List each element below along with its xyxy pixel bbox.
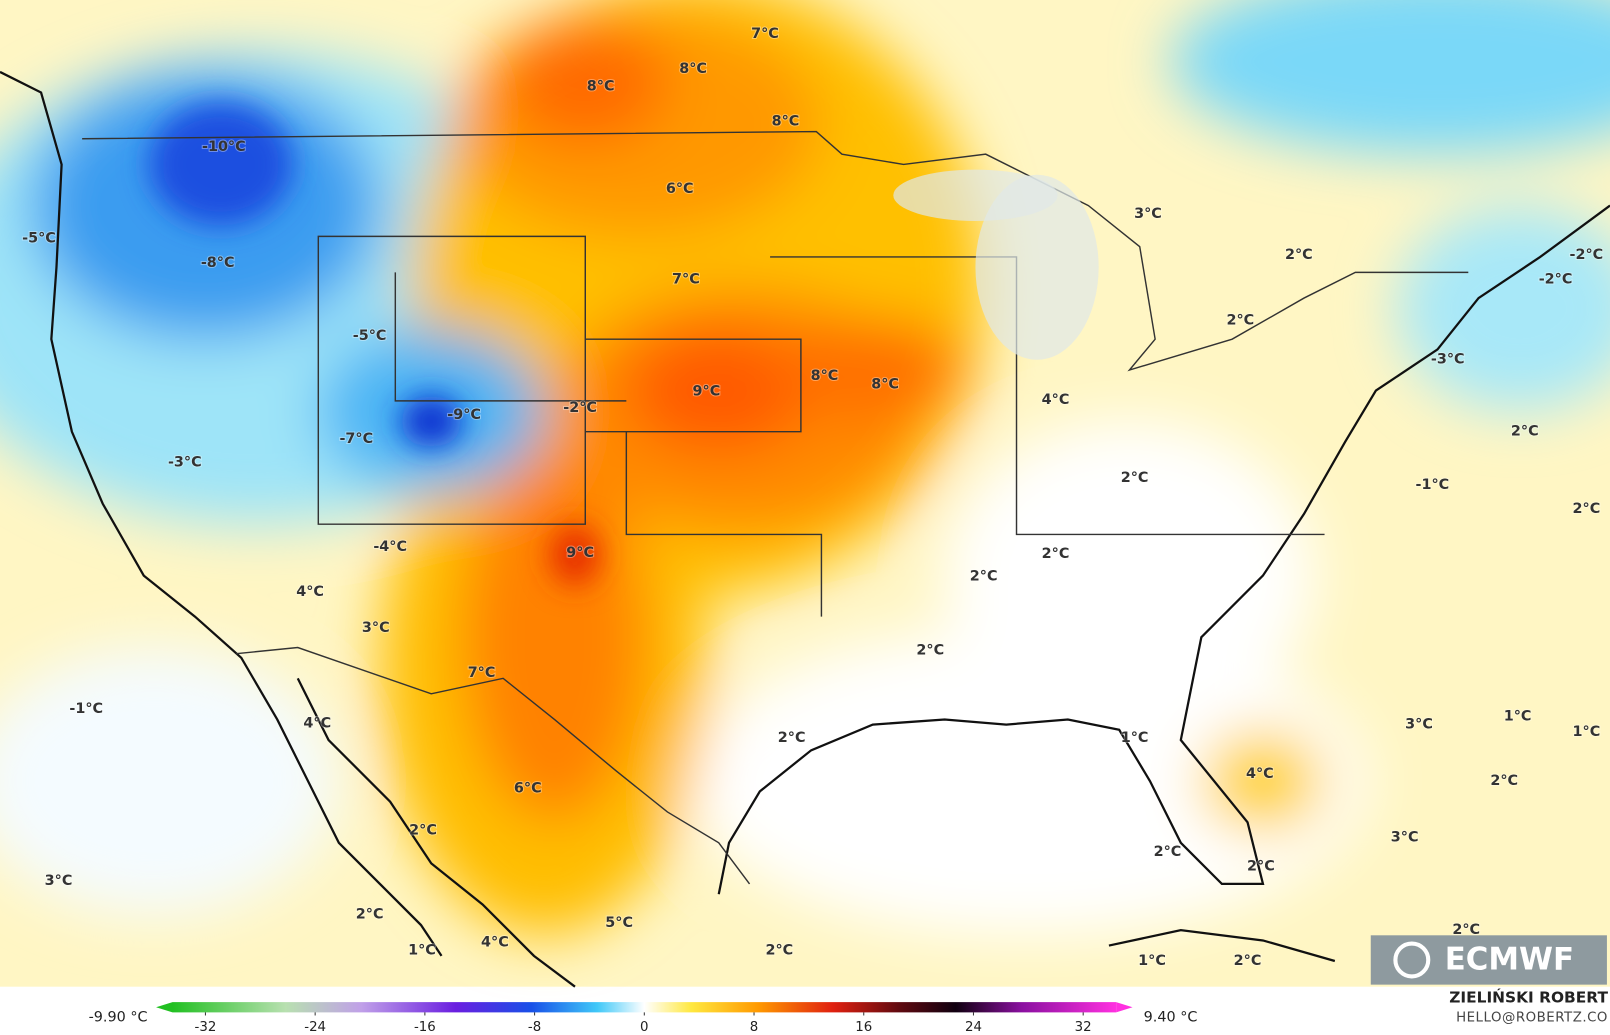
- temperature-label: 5°C: [605, 915, 633, 931]
- temperature-label: -3°C: [1431, 352, 1465, 368]
- temperature-label: -4°C: [373, 539, 407, 555]
- temperature-label: 1°C: [408, 943, 436, 959]
- temperature-label: 9°C: [693, 384, 721, 400]
- temperature-label: 8°C: [871, 376, 899, 392]
- temperature-label: -9°C: [447, 407, 481, 423]
- temperature-label: 3°C: [1134, 206, 1162, 222]
- temperature-label: -1°C: [69, 701, 103, 717]
- max-label: 9.40 °C: [1144, 1010, 1198, 1026]
- credit-contact: HELLO@ROBERTZ.CO: [1456, 1011, 1608, 1026]
- colorbar: -9.90 °C 9.40 °C -32 -24 -16 -8 0 8 16 24 32: [89, 1002, 1198, 1035]
- temperature-label: 2°C: [1452, 922, 1480, 938]
- temperature-label: 7°C: [468, 665, 496, 681]
- temperature-label: 4°C: [1246, 766, 1274, 782]
- temperature-label: 4°C: [296, 584, 324, 600]
- temperature-label: -5°C: [22, 230, 56, 246]
- temperature-label: 2°C: [1511, 424, 1539, 440]
- anomaly-core: [148, 102, 601, 586]
- temperature-label: 7°C: [672, 272, 700, 288]
- temperature-label: -8°C: [201, 255, 235, 271]
- temperature-label: 4°C: [1042, 392, 1070, 408]
- lake-superior: [893, 169, 1058, 221]
- logo-icon: [1393, 941, 1431, 979]
- temperature-label: 1°C: [1138, 953, 1166, 969]
- temperature-label: 3°C: [1391, 830, 1419, 846]
- colorbar-tick-label: 0: [640, 1020, 648, 1035]
- temperature-label: 2°C: [916, 643, 944, 659]
- min-label: -9.90 °C: [89, 1010, 148, 1026]
- temperature-label: 6°C: [514, 780, 542, 796]
- temperature-label: 8°C: [772, 113, 800, 129]
- temperature-label: 2°C: [1042, 546, 1070, 562]
- temperature-label: 1°C: [1504, 708, 1532, 724]
- temperature-label: 2°C: [1226, 313, 1254, 329]
- colorbar-left-arrow: [156, 1002, 173, 1013]
- temperature-label: 3°C: [1405, 717, 1433, 733]
- temperature-label: 2°C: [1154, 844, 1182, 860]
- colorbar-ramp: [172, 1002, 1117, 1013]
- temperature-label: 2°C: [356, 907, 384, 923]
- temperature-label: -1°C: [1416, 477, 1450, 493]
- temperature-label: -2°C: [1539, 272, 1573, 288]
- colorbar-tick-label: 32: [1075, 1020, 1092, 1035]
- temperature-label: 4°C: [303, 716, 331, 732]
- temperature-label: 2°C: [1234, 953, 1262, 969]
- temperature-label: 2°C: [1490, 773, 1518, 789]
- credit-name: ZIELIŃSKI ROBERT: [1449, 987, 1608, 1006]
- temperature-label: 2°C: [970, 569, 998, 585]
- temperature-label: -2°C: [563, 400, 597, 416]
- coastlines: [0, 70, 1610, 988]
- temperature-label: 2°C: [778, 730, 806, 746]
- colorbar-tick-label: -32: [195, 1020, 217, 1035]
- temperature-labels: 8°C 8°C 7°C 8°C -10°C -5°C -8°C 6°C 3°C 2°C -2°C -2…: [21, 25, 1604, 970]
- temperature-label: 3°C: [45, 873, 73, 889]
- colorbar-tick-label: -8: [528, 1020, 541, 1035]
- colorbar-tick-label: 8: [750, 1020, 758, 1035]
- colorbar-tick-label: 24: [965, 1020, 982, 1035]
- logo-text: ECMWF: [1445, 941, 1574, 977]
- temperature-label: 2°C: [409, 822, 437, 838]
- temperature-label: 1°C: [1121, 730, 1149, 746]
- colorbar-right-arrow: [1116, 1002, 1133, 1013]
- temperature-label: 8°C: [811, 368, 839, 384]
- temperature-label: -7°C: [339, 431, 373, 447]
- temperature-label: 2°C: [1573, 501, 1601, 517]
- temperature-label: 1°C: [1573, 724, 1601, 740]
- temperature-label: -10°C: [202, 139, 246, 155]
- temperature-label: 8°C: [587, 78, 615, 94]
- temperature-label: 2°C: [1121, 470, 1149, 486]
- map-area: 8°C 8°C 7°C 8°C -10°C -5°C -8°C 6°C 3°C 2°C -2°C -2…: [0, 0, 1610, 988]
- temperature-label: 9°C: [566, 545, 594, 561]
- temperature-label: -5°C: [353, 328, 387, 344]
- temperature-label: -2°C: [1570, 247, 1604, 263]
- borders: [82, 130, 1469, 885]
- temperature-label: 2°C: [765, 943, 793, 959]
- temperature-label: 6°C: [666, 181, 694, 197]
- temperature-label: 8°C: [679, 61, 707, 77]
- temperature-label: 7°C: [751, 26, 779, 42]
- temperature-label: -3°C: [168, 455, 202, 471]
- temperature-label: 2°C: [1285, 247, 1313, 263]
- colorbar-tick-label: 16: [855, 1020, 872, 1035]
- lake-michigan: [975, 174, 1099, 360]
- temperature-label: 3°C: [362, 620, 390, 636]
- temperature-label: 4°C: [481, 934, 509, 950]
- temperature-label: 2°C: [1247, 858, 1275, 874]
- colorbar-tick-label: -24: [304, 1020, 326, 1035]
- colorbar-tick-label: -16: [414, 1020, 436, 1035]
